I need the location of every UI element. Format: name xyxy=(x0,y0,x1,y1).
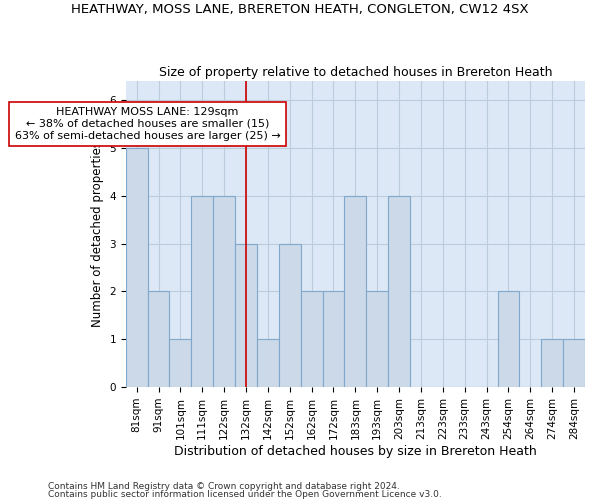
Bar xyxy=(257,340,279,387)
Bar xyxy=(148,292,169,387)
Bar xyxy=(344,196,367,387)
Y-axis label: Number of detached properties: Number of detached properties xyxy=(91,141,104,327)
Text: Contains public sector information licensed under the Open Government Licence v3: Contains public sector information licen… xyxy=(48,490,442,499)
X-axis label: Distribution of detached houses by size in Brereton Heath: Distribution of detached houses by size … xyxy=(174,444,537,458)
Bar xyxy=(213,196,235,387)
Bar xyxy=(169,340,191,387)
Bar xyxy=(367,292,388,387)
Bar xyxy=(563,340,585,387)
Text: Contains HM Land Registry data © Crown copyright and database right 2024.: Contains HM Land Registry data © Crown c… xyxy=(48,482,400,491)
Bar xyxy=(235,244,257,387)
Bar xyxy=(388,196,410,387)
Bar xyxy=(279,244,301,387)
Bar xyxy=(301,292,323,387)
Text: HEATHWAY MOSS LANE: 129sqm
← 38% of detached houses are smaller (15)
63% of semi: HEATHWAY MOSS LANE: 129sqm ← 38% of deta… xyxy=(15,108,280,140)
Bar xyxy=(126,148,148,387)
Bar xyxy=(541,340,563,387)
Title: Size of property relative to detached houses in Brereton Heath: Size of property relative to detached ho… xyxy=(158,66,552,78)
Bar xyxy=(497,292,520,387)
Bar xyxy=(323,292,344,387)
Text: HEATHWAY, MOSS LANE, BRERETON HEATH, CONGLETON, CW12 4SX: HEATHWAY, MOSS LANE, BRERETON HEATH, CON… xyxy=(71,2,529,16)
Bar xyxy=(191,196,213,387)
